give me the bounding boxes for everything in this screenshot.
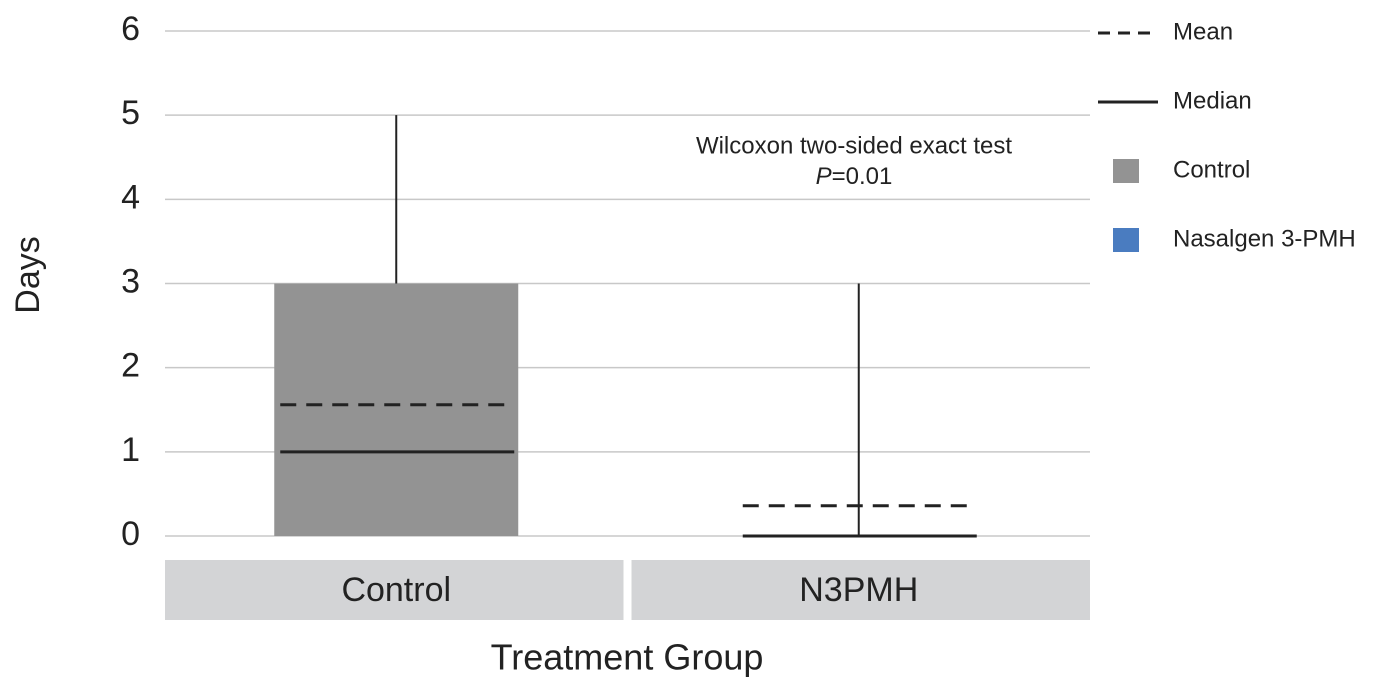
x-tick-label: Control [341,571,451,609]
category-box [165,560,624,620]
category-box [631,560,1090,620]
y-axis-label: Days [9,236,47,313]
y-tick-label: 4 [121,178,140,216]
legend-swatch [1113,159,1139,183]
y-tick-label: 3 [121,262,140,300]
y-tick-label: 5 [121,94,140,132]
box [274,283,519,536]
y-tick-label: 0 [121,515,140,553]
y-tick-label: 2 [121,347,140,385]
annotation: Wilcoxon two-sided exact test [696,132,1012,159]
legend-label: Control [1173,156,1250,183]
legend-label: Median [1173,87,1252,114]
legend-label: Nasalgen 3-PMH [1173,225,1356,252]
x-tick-label: N3PMH [799,571,918,609]
annotation-p-value: =0.01 [832,163,893,190]
legend-swatch [1113,228,1139,252]
y-tick-label: 1 [121,431,140,469]
y-tick-label: 6 [121,10,140,48]
annotation: P=0.01 [816,163,893,190]
annotation-p: P [816,163,832,190]
x-axis-label: Treatment Group [491,637,764,678]
legend-label: Mean [1173,18,1233,45]
